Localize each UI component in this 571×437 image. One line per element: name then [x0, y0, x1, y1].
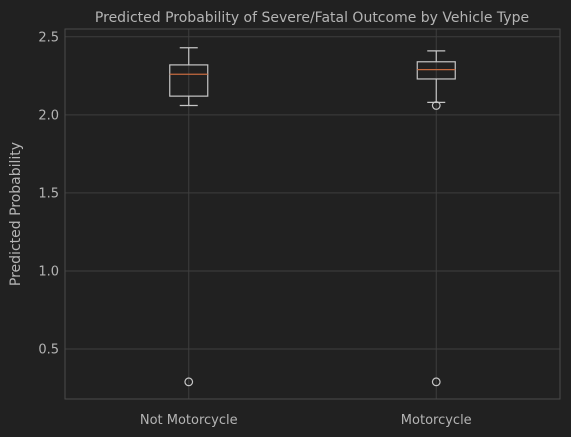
outlier-point — [431, 101, 441, 110]
grid-lines — [65, 29, 560, 399]
y-tick-label: 1.0 — [38, 264, 59, 279]
box-plot-motorcycle — [416, 50, 456, 387]
x-tick-label: Not Motorcycle — [140, 413, 238, 428]
y-tick-label: 2.5 — [38, 30, 59, 45]
plot-area — [65, 29, 560, 399]
y-tick-label: 1.5 — [38, 186, 59, 201]
outlier-point — [184, 377, 194, 387]
box-plots — [169, 47, 456, 387]
plot-frame — [64, 28, 561, 400]
x-axis-ticks: Not Motorcycle Motorcycle — [140, 413, 472, 428]
iqr-box — [169, 64, 209, 97]
box-plot-not-motorcycle — [169, 47, 209, 387]
y-tick-label: 0.5 — [38, 343, 59, 358]
chart-title: Predicted Probability of Severe/Fatal Ou… — [95, 10, 529, 26]
outlier-point — [431, 377, 441, 387]
y-axis-ticks: 0.5 1.0 1.5 2.0 2.5 — [38, 30, 59, 357]
y-axis-title: Predicted Probability — [8, 142, 24, 286]
iqr-box — [416, 61, 456, 80]
y-tick-label: 2.0 — [38, 108, 59, 123]
x-tick-label: Motorcycle — [401, 413, 472, 428]
